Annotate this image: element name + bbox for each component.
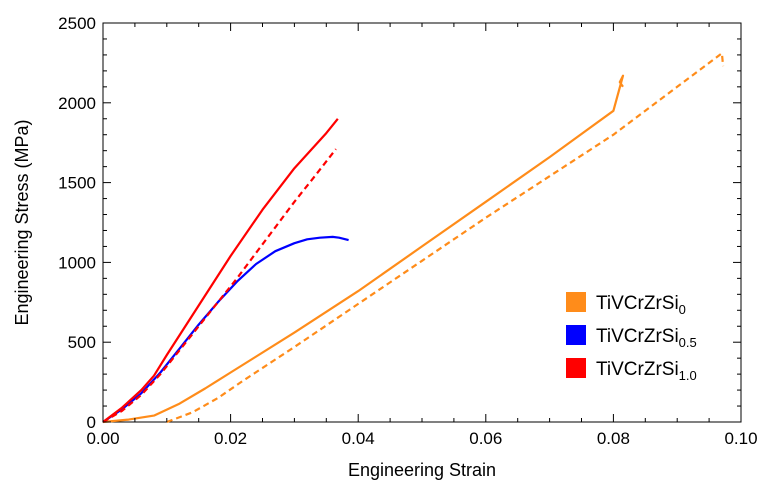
legend-swatch bbox=[566, 358, 586, 378]
x-tick-label: 0.00 bbox=[86, 429, 119, 448]
series-layer bbox=[102, 52, 725, 424]
x-axis-ticks: 0.00 0.02 0.04 0.06 0.08 0.10 bbox=[86, 23, 758, 448]
series-line-1 bbox=[166, 52, 725, 424]
legend-swatch bbox=[566, 325, 586, 345]
y-axis-ticks: 0 500 1000 1500 2000 2500 bbox=[58, 14, 741, 432]
x-axis-label: Engineering Strain bbox=[348, 460, 496, 480]
y-tick-label: 2000 bbox=[58, 94, 96, 113]
series-line-0 bbox=[102, 74, 625, 424]
legend-label: TiVCrZrSi1.0 bbox=[596, 359, 697, 383]
y-tick-label: 1500 bbox=[58, 174, 96, 193]
y-tick-label: 500 bbox=[68, 333, 96, 352]
x-tick-label: 0.02 bbox=[214, 429, 247, 448]
x-tick-label: 0.08 bbox=[597, 429, 630, 448]
legend-label: TiVCrZrSi0.5 bbox=[596, 326, 697, 350]
y-tick-label: 1000 bbox=[58, 253, 96, 272]
series-line-4 bbox=[102, 148, 337, 423]
series-line-3 bbox=[102, 118, 339, 423]
x-tick-label: 0.04 bbox=[342, 429, 375, 448]
x-tick-label: 0.10 bbox=[724, 429, 757, 448]
x-tick-label: 0.06 bbox=[469, 429, 502, 448]
legend-label: TiVCrZrSi0 bbox=[596, 293, 686, 317]
legend: TiVCrZrSi0 TiVCrZrSi0.5 TiVCrZrSi1.0 bbox=[566, 292, 697, 383]
y-axis-label: Engineering Stress (MPa) bbox=[12, 119, 32, 325]
legend-swatch bbox=[566, 292, 586, 312]
y-tick-label: 0 bbox=[87, 413, 96, 432]
y-tick-label: 2500 bbox=[58, 14, 96, 33]
